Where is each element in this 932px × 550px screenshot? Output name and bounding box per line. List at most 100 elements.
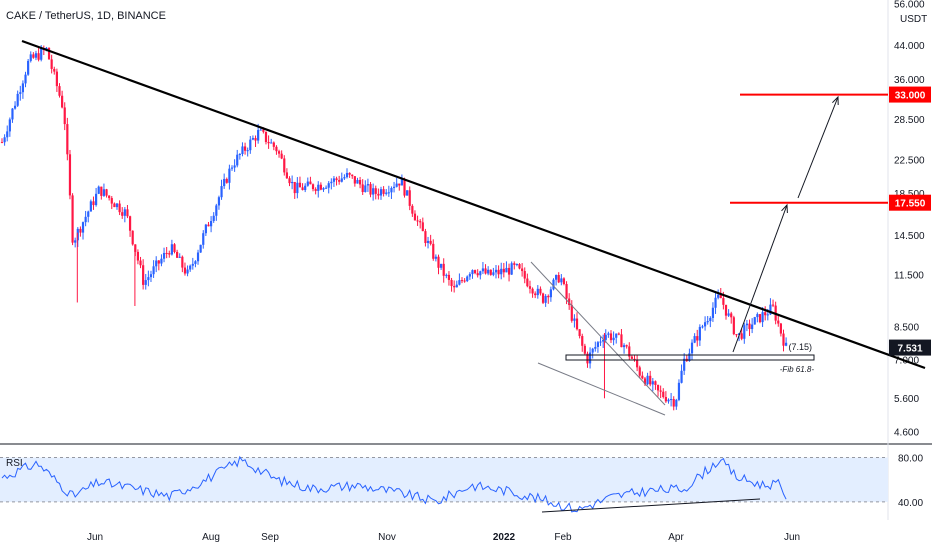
candle-body <box>638 367 641 376</box>
candle-body <box>149 274 153 278</box>
candle-body <box>782 333 785 346</box>
wedge-upper-line <box>530 261 666 406</box>
candle-body <box>288 178 291 184</box>
time-tick-label: Apr <box>668 532 684 543</box>
candle-body <box>643 378 647 385</box>
candle-body <box>61 95 64 108</box>
candle-body <box>426 240 430 244</box>
candle-body <box>583 345 586 354</box>
candle-body <box>479 271 482 276</box>
candle-body <box>777 320 780 324</box>
time-tick-label: Jun <box>784 532 800 543</box>
candle-body <box>348 172 351 175</box>
candle-body <box>758 314 762 323</box>
rsi-trendline <box>541 498 761 513</box>
candle-body <box>385 192 388 194</box>
candle-body <box>735 334 738 336</box>
candle-body <box>356 179 359 184</box>
candle-body <box>246 150 249 152</box>
candle-body <box>223 178 226 187</box>
candle-body <box>609 333 613 341</box>
candle-body <box>121 212 124 216</box>
candle-body <box>317 184 320 191</box>
candle-body <box>89 201 92 212</box>
candle-body <box>372 188 375 195</box>
candle-body <box>233 165 236 168</box>
candle-body <box>714 297 717 308</box>
candle-body <box>413 213 417 221</box>
candle-body <box>756 314 759 318</box>
candle-body <box>55 71 58 87</box>
candle-body <box>612 337 615 341</box>
candle-body <box>345 172 349 178</box>
candle-body <box>142 265 145 285</box>
candle-body <box>764 312 767 316</box>
candle-body <box>212 215 215 221</box>
candle-body <box>447 274 451 280</box>
candle-body <box>528 286 532 289</box>
candle-body <box>513 263 516 265</box>
candle-body <box>701 326 704 328</box>
candle-body <box>249 139 252 151</box>
candle-body <box>68 154 72 196</box>
candle-body <box>217 197 221 206</box>
candle-body <box>147 277 150 281</box>
candle-body <box>257 130 260 141</box>
candle-body <box>79 228 82 233</box>
fib-label: -Fib 61.8- <box>780 365 815 374</box>
candle-body <box>505 267 508 273</box>
candle-body <box>445 274 448 276</box>
candle-body <box>473 270 477 274</box>
candle-body <box>108 195 111 199</box>
candle-body <box>338 180 341 182</box>
price-tick-label: 18.500 <box>894 189 925 200</box>
candle-body <box>128 216 132 231</box>
target-label-17-bg <box>889 194 931 211</box>
candle-body <box>703 322 707 327</box>
symbol-label: CAKE / TetherUS, 1D, BINANCE <box>6 10 166 22</box>
candle-body <box>521 268 524 272</box>
candle-body <box>544 295 547 303</box>
candle-body <box>656 384 660 391</box>
candle-body <box>204 224 207 234</box>
price-tick-label: 5.600 <box>894 394 919 405</box>
candle-body <box>176 251 179 258</box>
price-tick-label: 14.500 <box>894 231 925 242</box>
candle-body <box>189 265 192 270</box>
candle-body <box>50 59 53 69</box>
candle-body <box>494 269 498 273</box>
candle-body <box>102 189 106 196</box>
candle-body <box>552 279 555 290</box>
candle-body <box>411 205 414 214</box>
candle-body <box>264 131 268 142</box>
candle-body <box>63 107 66 125</box>
candle-body <box>123 209 126 216</box>
candle-body <box>270 142 273 144</box>
candle-body <box>487 269 490 274</box>
candle-body <box>113 203 116 208</box>
candle-body <box>304 185 307 191</box>
candle-body <box>343 177 346 179</box>
projection-arrow-1-head <box>781 203 788 214</box>
candle-body <box>515 264 518 266</box>
candle-body <box>118 203 121 213</box>
candle-body <box>152 266 155 275</box>
projection-arrow-2-head <box>832 95 839 106</box>
candle-body <box>740 333 743 339</box>
candle-body <box>40 48 43 60</box>
candle-body <box>272 142 275 147</box>
candle-body <box>633 358 636 361</box>
candle-body <box>743 325 746 339</box>
candle-body <box>753 317 756 325</box>
candle-body <box>230 167 234 169</box>
candle-body <box>588 352 592 364</box>
candle-body <box>298 182 302 188</box>
candle-body <box>416 220 419 222</box>
candle-body <box>578 329 581 337</box>
candle-body <box>555 275 558 280</box>
candle-body <box>115 203 119 208</box>
candle-body <box>484 268 487 274</box>
candle-body <box>309 181 312 185</box>
